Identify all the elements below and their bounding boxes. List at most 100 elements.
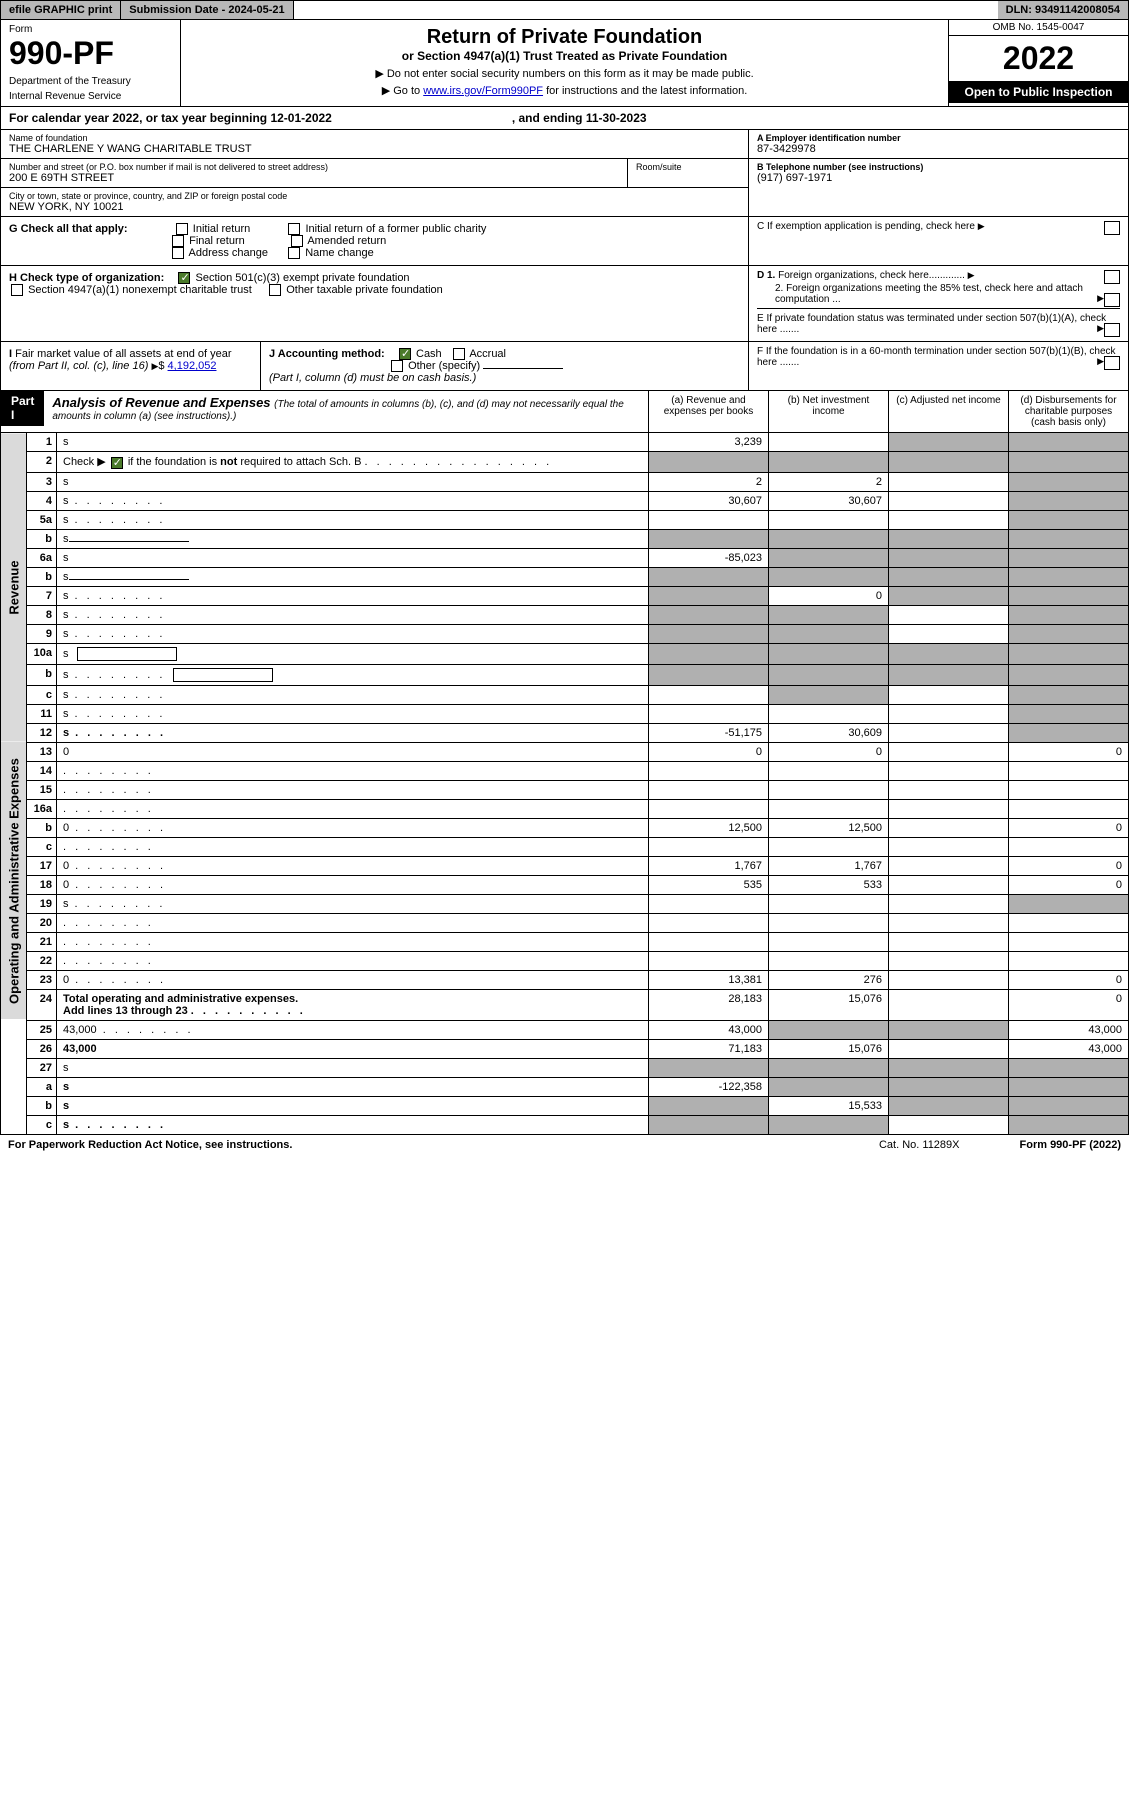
name-change-checkbox[interactable] xyxy=(288,247,300,259)
cell-c xyxy=(889,433,1009,452)
line-desc: 43,000 . . . . . . . . xyxy=(57,1020,649,1039)
cell-c xyxy=(889,1020,1009,1039)
cell-a xyxy=(649,780,769,799)
line-desc: s xyxy=(57,1077,649,1096)
cell-a xyxy=(649,894,769,913)
part1-badge: Part I xyxy=(1,391,44,426)
d1-label: D 1. D 1. Foreign organizations, check h… xyxy=(757,270,1120,281)
cell-c xyxy=(889,1058,1009,1077)
form-url-link[interactable]: www.irs.gov/Form990PF xyxy=(423,85,543,97)
cell-a: 0 xyxy=(649,742,769,761)
section-g: G Check all that apply: Initial return I… xyxy=(1,217,748,265)
efile-label[interactable]: efile GRAPHIC print xyxy=(1,1,121,19)
cell-c xyxy=(889,624,1009,643)
cell-d xyxy=(1009,837,1129,856)
d1-checkbox[interactable] xyxy=(1104,270,1120,284)
cell-c xyxy=(889,894,1009,913)
line-number: 16a xyxy=(27,799,57,818)
j-note: (Part I, column (d) must be on cash basi… xyxy=(269,372,476,384)
cell-b: 12,500 xyxy=(769,818,889,837)
col-a-header: (a) Revenue and expenses per books xyxy=(648,391,768,432)
4947-checkbox[interactable] xyxy=(11,284,23,296)
revenue-side-label: Revenue xyxy=(1,433,27,742)
part1-table: Revenue1s3,2392Check ▶ if the foundation… xyxy=(0,433,1129,1134)
cell-d xyxy=(1009,605,1129,624)
cell-c xyxy=(889,491,1009,510)
paperwork-notice: For Paperwork Reduction Act Notice, see … xyxy=(8,1139,292,1151)
accrual-checkbox[interactable] xyxy=(453,348,465,360)
cell-b: 533 xyxy=(769,875,889,894)
amended-return-checkbox[interactable] xyxy=(291,235,303,247)
c-checkbox[interactable] xyxy=(1104,221,1120,235)
cell-d xyxy=(1009,491,1129,510)
f-checkbox[interactable] xyxy=(1104,356,1120,370)
cell-a xyxy=(649,951,769,970)
cell-d: 0 xyxy=(1009,875,1129,894)
cell-d: 43,000 xyxy=(1009,1020,1129,1039)
cell-c xyxy=(889,1077,1009,1096)
cell-b: 15,533 xyxy=(769,1096,889,1115)
calendar-year-row: For calendar year 2022, or tax year begi… xyxy=(0,107,1129,130)
cell-c xyxy=(889,510,1009,529)
cell-b: 276 xyxy=(769,970,889,989)
initial-public-checkbox[interactable] xyxy=(288,223,300,235)
line-desc: s xyxy=(57,548,649,567)
cell-c xyxy=(889,837,1009,856)
line-desc: s . . . . . . . . xyxy=(57,510,649,529)
cell-c xyxy=(889,856,1009,875)
cell-d xyxy=(1009,704,1129,723)
final-return-checkbox[interactable] xyxy=(172,235,184,247)
cell-c xyxy=(889,723,1009,742)
cell-b xyxy=(769,894,889,913)
cash-checkbox[interactable] xyxy=(399,348,411,360)
col-d-header: (d) Disbursements for charitable purpose… xyxy=(1008,391,1128,432)
501c3-checkbox[interactable] xyxy=(178,272,190,284)
cell-d xyxy=(1009,529,1129,548)
form-header: Form 990-PF Department of the Treasury I… xyxy=(0,20,1129,107)
cell-a xyxy=(649,761,769,780)
line-number: 15 xyxy=(27,780,57,799)
cell-a: 43,000 xyxy=(649,1020,769,1039)
initial-return-checkbox[interactable] xyxy=(176,223,188,235)
city-label: City or town, state or province, country… xyxy=(9,191,740,201)
cell-d xyxy=(1009,567,1129,586)
e-checkbox[interactable] xyxy=(1104,323,1120,337)
line-number: 1 xyxy=(27,433,57,452)
other-method-checkbox[interactable] xyxy=(391,360,403,372)
ssn-note: ▶ Do not enter social security numbers o… xyxy=(187,67,942,80)
line-desc: . . . . . . . . xyxy=(57,761,649,780)
fmv-link[interactable]: 4,192,052 xyxy=(168,360,217,372)
line-number: 18 xyxy=(27,875,57,894)
cell-c xyxy=(889,875,1009,894)
dept-treasury: Department of the Treasury xyxy=(9,76,172,87)
other-taxable-checkbox[interactable] xyxy=(269,284,281,296)
line-desc: . . . . . . . . xyxy=(57,932,649,951)
cell-c xyxy=(889,605,1009,624)
cell-c xyxy=(889,472,1009,491)
line-desc: . . . . . . . . xyxy=(57,951,649,970)
form-subtitle: or Section 4947(a)(1) Trust Treated as P… xyxy=(187,49,942,63)
cell-d xyxy=(1009,510,1129,529)
cell-c xyxy=(889,1039,1009,1058)
cell-d: 43,000 xyxy=(1009,1039,1129,1058)
line-number: 4 xyxy=(27,491,57,510)
line-number: 2 xyxy=(27,452,57,472)
address-change-checkbox[interactable] xyxy=(172,247,184,259)
cell-a xyxy=(649,1115,769,1134)
part1-title: Analysis of Revenue and Expenses xyxy=(52,395,274,410)
form-label: Form xyxy=(9,24,172,35)
cell-b: 1,767 xyxy=(769,856,889,875)
cell-a xyxy=(649,510,769,529)
cell-a xyxy=(649,586,769,605)
cell-b: 30,609 xyxy=(769,723,889,742)
line-number: 3 xyxy=(27,472,57,491)
line-number: 22 xyxy=(27,951,57,970)
line-number: 12 xyxy=(27,723,57,742)
cell-d: 0 xyxy=(1009,970,1129,989)
cell-a xyxy=(649,529,769,548)
line-number: 5a xyxy=(27,510,57,529)
cell-d xyxy=(1009,1077,1129,1096)
cell-b: 0 xyxy=(769,742,889,761)
d2-checkbox[interactable] xyxy=(1104,293,1120,307)
cell-a: -122,358 xyxy=(649,1077,769,1096)
